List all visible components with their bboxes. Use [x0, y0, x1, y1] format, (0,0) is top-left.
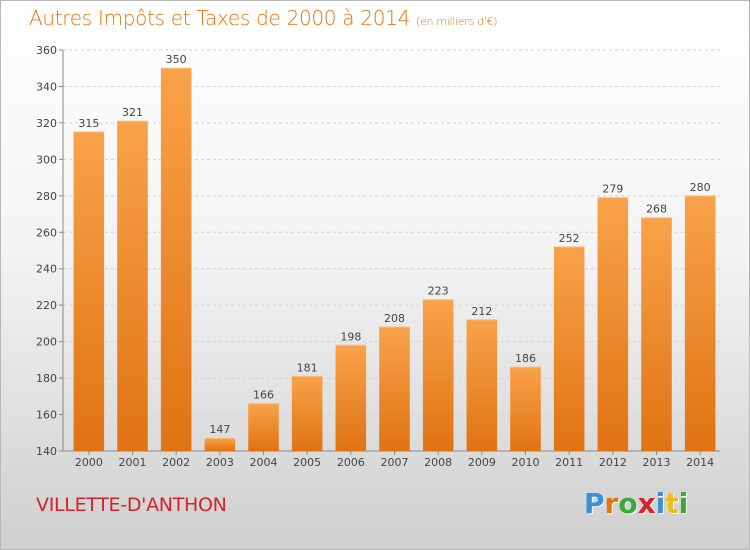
y-tick-labels: 140 160 180 200 220 240 260 280 300 320 340 360: [36, 44, 57, 458]
logo-letter: i: [678, 487, 689, 520]
x-tick-label: 2001: [119, 456, 147, 469]
x-tick-label: 2007: [381, 456, 409, 469]
data-label: 321: [122, 106, 143, 119]
x-tick-labels: 2000 2001 2002 2003 2004 2005 2006 2007 2008 2009…: [75, 456, 714, 469]
data-label: 315: [78, 117, 99, 130]
x-tick-label: 2008: [424, 456, 452, 469]
logo-letter: r: [604, 487, 619, 520]
bar: [160, 68, 192, 452]
y-tick-label: 160: [36, 409, 57, 422]
bar: [466, 319, 498, 451]
x-tick-label: 2002: [162, 456, 190, 469]
bar: [553, 246, 585, 451]
logo-letter: i: [655, 487, 666, 520]
x-tick-label: 2009: [468, 456, 496, 469]
y-tick-label: 280: [36, 190, 57, 203]
x-tick-label: 2006: [337, 456, 365, 469]
x-tick-label: 2003: [206, 456, 234, 469]
bar: [422, 299, 454, 451]
y-tick-label: 180: [36, 372, 57, 385]
bar: [379, 327, 410, 451]
proxiti-logo[interactable]: Proxiti: [584, 487, 688, 520]
y-tick-label: 260: [36, 226, 57, 239]
logo-letter: x: [637, 487, 656, 520]
y-tick-label: 340: [36, 80, 57, 93]
data-label: 252: [559, 232, 580, 245]
data-label: 212: [471, 305, 492, 318]
bars: [73, 67, 716, 452]
bar: [335, 345, 367, 451]
bar: [510, 367, 541, 451]
logo-letter: P: [584, 487, 605, 520]
data-label: 280: [690, 181, 711, 194]
data-label: 279: [602, 183, 623, 196]
y-tick-label: 140: [36, 445, 57, 458]
x-tick-label: 2005: [293, 456, 321, 469]
y-tick-label: 360: [36, 44, 57, 57]
data-label: 268: [646, 203, 667, 216]
logo-letter: t: [665, 487, 679, 520]
city-name: VILLETTE-D'ANTHON: [36, 494, 227, 516]
bar: [204, 438, 236, 451]
logo-letter: o: [618, 487, 638, 520]
x-tick-label: 2000: [75, 456, 103, 469]
chart-subtitle: (en milliers d'€): [416, 15, 498, 28]
bar: [641, 217, 672, 451]
data-labels: 315 321 350 147 166 181 198 208 223 212 186 252 279 2…: [78, 53, 710, 436]
y-tick-label: 200: [36, 336, 57, 349]
y-tick-label: 300: [36, 153, 57, 166]
bar: [684, 195, 716, 451]
y-tick-label: 240: [36, 263, 57, 276]
bar: [117, 121, 148, 451]
title-text: Autres Impôts et Taxes de 2000 à 2014: [29, 6, 410, 30]
data-label: 223: [428, 285, 449, 298]
y-tick-label: 320: [36, 117, 57, 130]
y-tick-label: 220: [36, 299, 57, 312]
data-label: 147: [209, 423, 230, 436]
x-tick-label: 2004: [250, 456, 278, 469]
data-label: 350: [166, 53, 187, 66]
bar: [291, 376, 323, 451]
data-label: 166: [253, 389, 274, 402]
bar: [73, 132, 105, 452]
x-tick-label: 2012: [599, 456, 627, 469]
x-tick-label: 2013: [643, 456, 671, 469]
data-label: 186: [515, 352, 536, 365]
chart-title: Autres Impôts et Taxes de 2000 à 2014 (en…: [29, 6, 497, 30]
data-label: 181: [297, 361, 318, 374]
x-tick-label: 2010: [512, 456, 540, 469]
bar: [597, 197, 629, 451]
x-tick-label: 2014: [686, 456, 714, 469]
data-label: 208: [384, 312, 405, 325]
bar: [248, 403, 279, 451]
data-label: 198: [340, 330, 361, 343]
x-tick-label: 2011: [555, 456, 583, 469]
